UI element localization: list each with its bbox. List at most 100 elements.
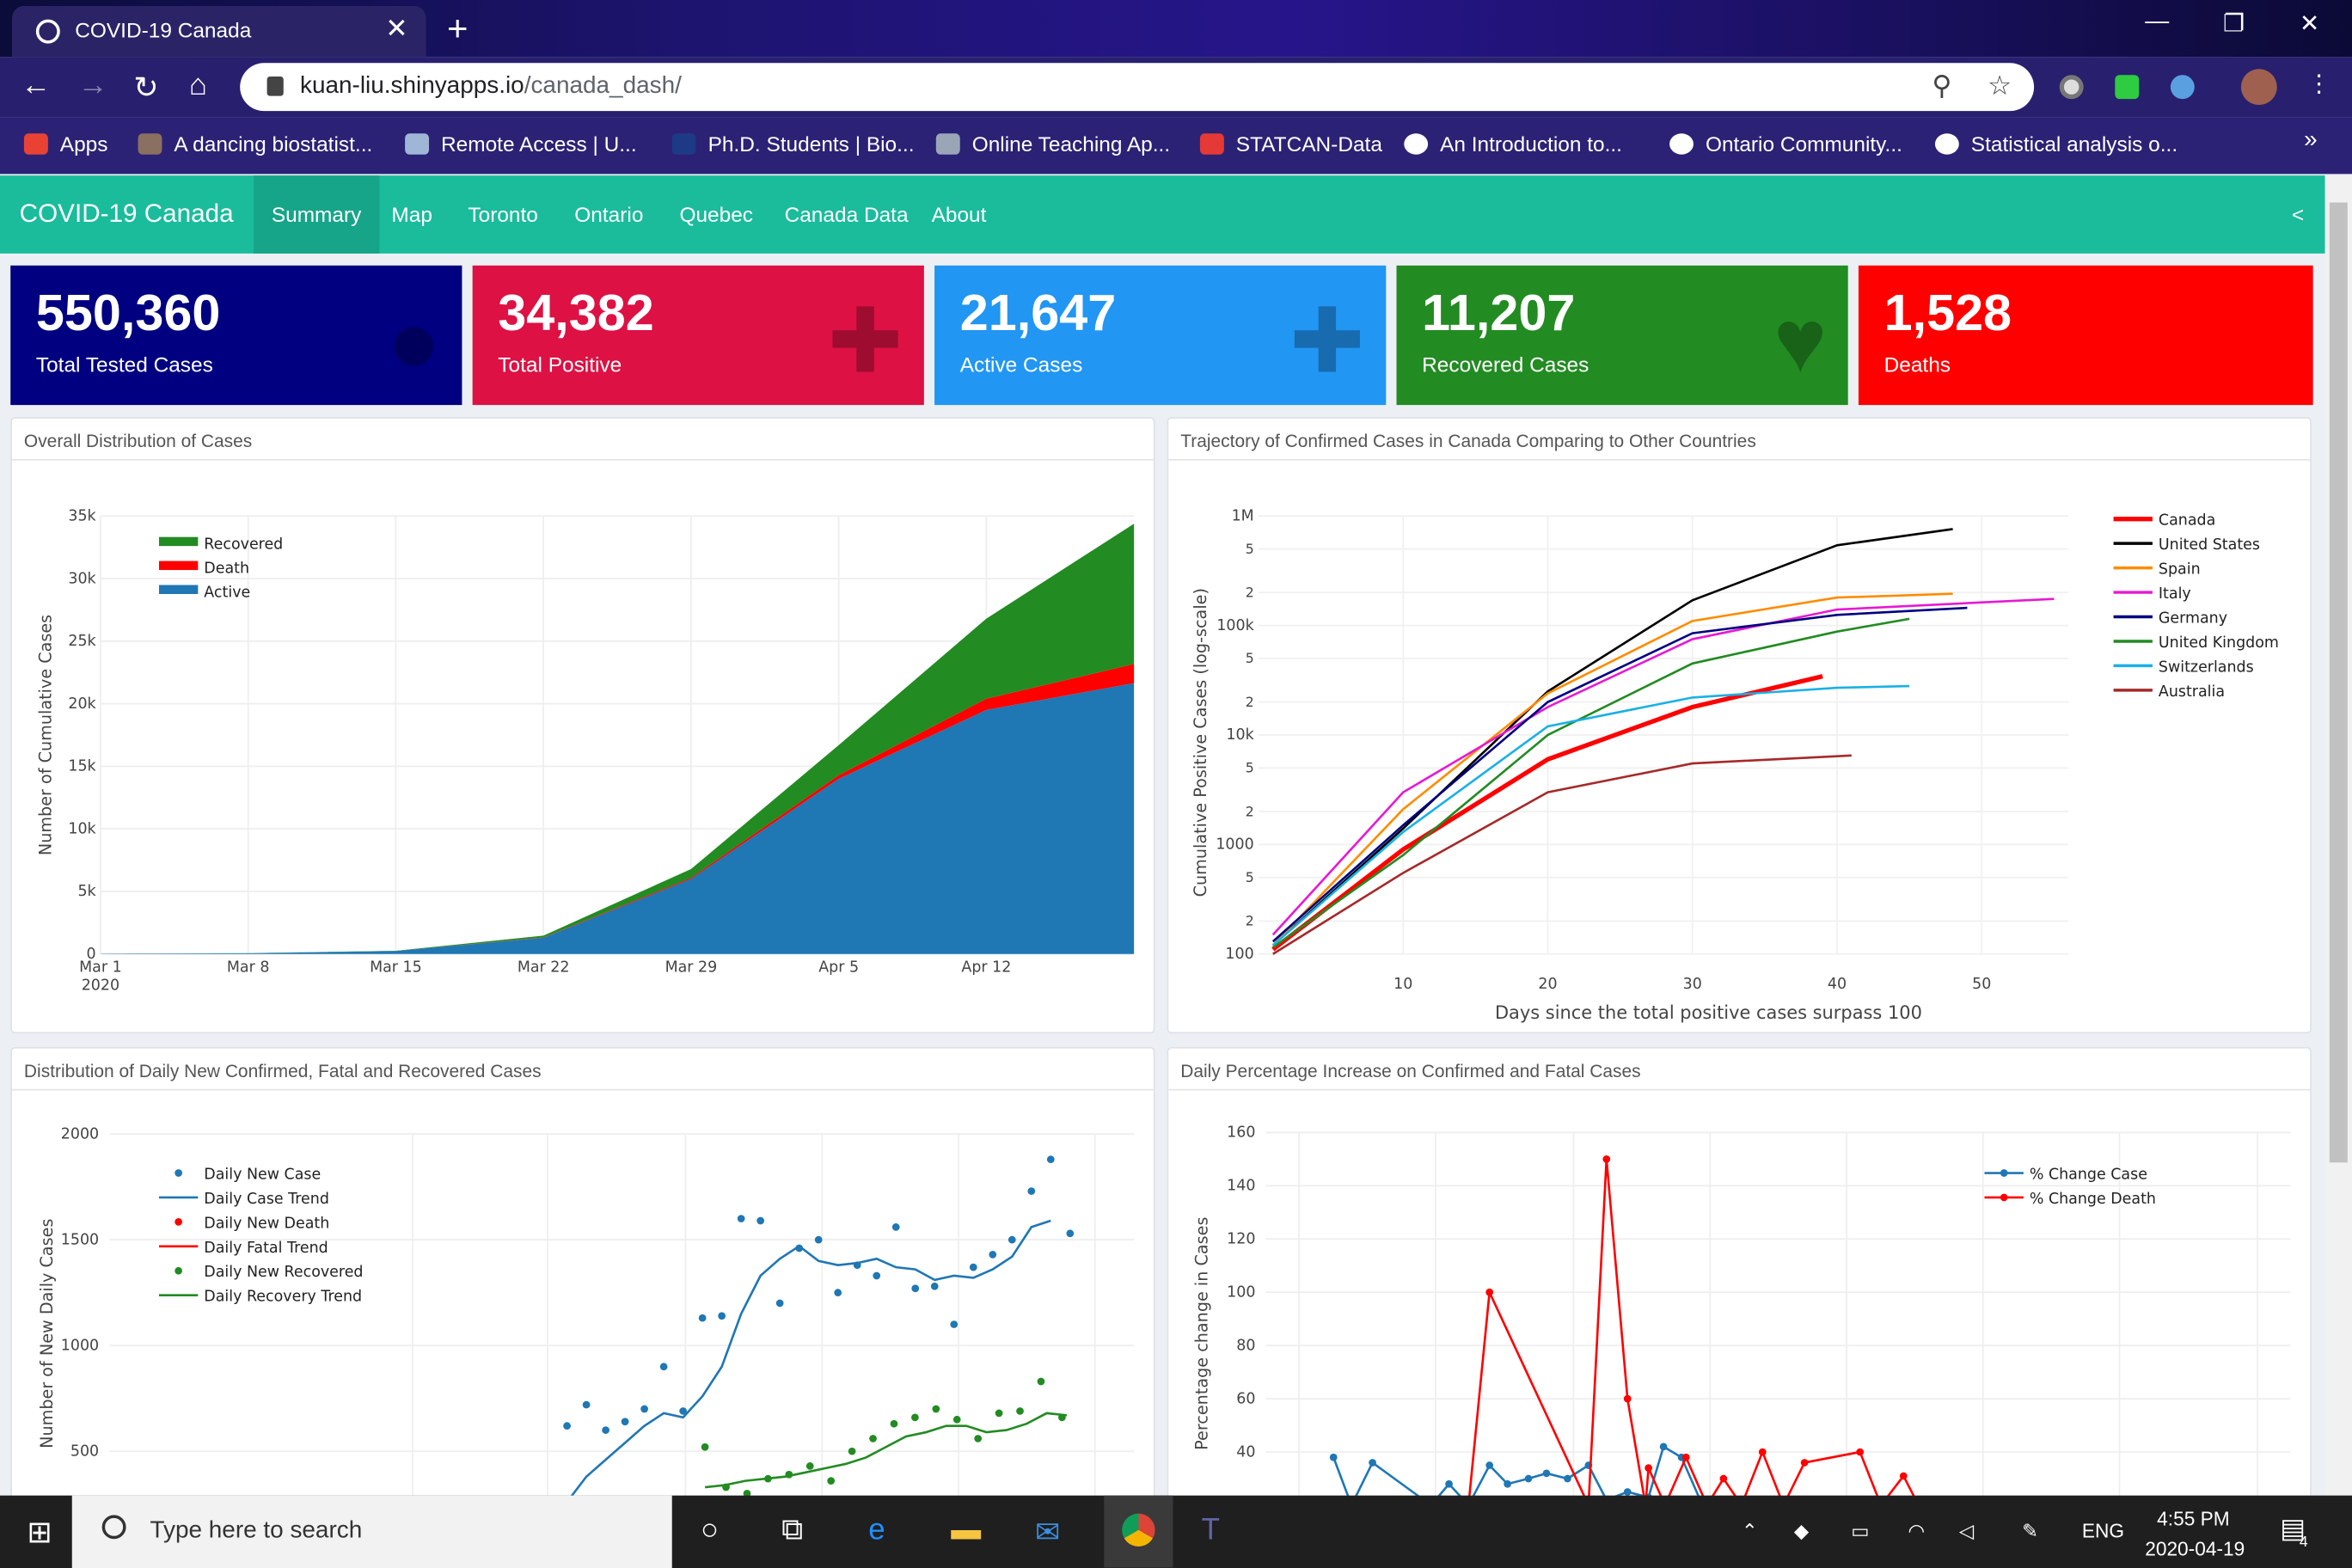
chrome-icon-active[interactable] xyxy=(1104,1495,1173,1568)
wifi-icon[interactable]: ◠ xyxy=(1908,1519,1926,1542)
legend-label: Germany xyxy=(2159,609,2227,627)
panel-daily-percentage: Daily Percentage Increase on Confirmed a… xyxy=(1167,1046,2312,1528)
valuebox-label: Recovered Cases xyxy=(1422,352,1589,377)
globe-icon xyxy=(35,19,60,44)
nav-canada-data[interactable]: Canada Data xyxy=(784,202,909,227)
series-line xyxy=(1272,754,1852,955)
x-tick-label: 2020 xyxy=(82,977,119,995)
dropbox-icon[interactable]: ◆ xyxy=(1793,1519,1810,1542)
legend-swatch xyxy=(158,536,199,547)
forward-button[interactable]: → xyxy=(77,69,108,102)
home-button[interactable]: ⌂ xyxy=(188,69,207,102)
taskbar-search[interactable]: Type here to search xyxy=(71,1495,672,1568)
bookmark-apps[interactable]: Apps xyxy=(23,132,108,156)
clock-date[interactable]: 2020-04-19 xyxy=(2145,1537,2245,1560)
legend-label: Active xyxy=(204,584,250,601)
data-point xyxy=(563,1422,571,1430)
data-point xyxy=(1016,1407,1024,1415)
data-point xyxy=(974,1435,983,1442)
nav-toronto[interactable]: Toronto xyxy=(468,202,538,227)
data-point xyxy=(995,1409,1003,1418)
extension-icon[interactable] xyxy=(2059,75,2084,100)
teams-icon[interactable]: T xyxy=(1201,1513,1220,1547)
ambulance-icon: ✚ xyxy=(1289,291,1365,392)
volume-icon[interactable]: ◁ xyxy=(1958,1519,1975,1542)
task-view-icon[interactable]: ⧉ xyxy=(781,1513,804,1547)
tray-chevron-icon[interactable]: ⌃ xyxy=(1741,1519,1758,1542)
legend-label: Spain xyxy=(2159,561,2201,579)
bookmark-item[interactable]: Statistical analysis o... xyxy=(1934,132,2177,156)
series-line xyxy=(1271,592,1953,946)
nav-about[interactable]: About xyxy=(931,202,987,227)
y-tick-label: 80 xyxy=(1236,1337,1255,1354)
legend-marker xyxy=(2000,1169,2008,1177)
menu-icon[interactable]: ⋮ xyxy=(2306,71,2331,98)
mail-icon[interactable]: ✉ xyxy=(1034,1516,1061,1550)
language-indicator[interactable]: ENG xyxy=(2081,1519,2125,1542)
minimize-button[interactable]: — xyxy=(2145,9,2170,35)
cortana-icon[interactable]: ○ xyxy=(700,1513,719,1547)
bookmark-item[interactable]: An Introduction to... xyxy=(1404,132,1622,156)
bookmark-item[interactable]: Online Teaching Ap... xyxy=(935,132,1170,156)
clock-time[interactable]: 4:55 PM xyxy=(2157,1507,2230,1530)
legend-label: Daily New Death xyxy=(204,1215,329,1232)
close-window-button[interactable]: ✕ xyxy=(2299,11,2320,38)
y-tick-label: 5 xyxy=(1246,650,1254,666)
percentage-change-chart[interactable]: 40 60 80 100 120 140 160 Percentage change in C… xyxy=(1168,1049,2312,1499)
data-point xyxy=(1058,1413,1066,1422)
data-point xyxy=(1027,1187,1036,1195)
nav-map[interactable]: Map xyxy=(391,202,432,227)
trajectory-line-chart[interactable]: 100 2 5 1000 2 5 10k 2 5 100k 2 5 1M 10 20 30 40 50 Days s… xyxy=(1168,419,2312,1035)
browser-tab[interactable]: COVID-19 Canada ✕ xyxy=(11,5,426,58)
pen-icon[interactable]: ✎ xyxy=(2022,1519,2039,1542)
back-button[interactable]: ← xyxy=(21,69,52,102)
bookmark-star-icon[interactable]: ☆ xyxy=(1987,70,2012,101)
zoom-icon[interactable]: ⚲ xyxy=(1932,70,1952,101)
data-point xyxy=(814,1235,823,1244)
apps-grid-icon xyxy=(23,133,48,155)
y-tick-label: 0 xyxy=(87,946,96,963)
nav-ontario[interactable]: Ontario xyxy=(574,202,644,227)
edge-icon[interactable]: e xyxy=(868,1513,885,1547)
nav-quebec[interactable]: Quebec xyxy=(679,202,754,227)
app-brand[interactable]: COVID-19 Canada xyxy=(19,199,234,229)
bookmark-item[interactable]: Ph.D. Students | Bio... xyxy=(671,132,914,156)
share-icon[interactable]: < xyxy=(2291,202,2305,227)
maximize-button[interactable]: ❐ xyxy=(2222,11,2245,38)
more-bookmarks-icon[interactable]: » xyxy=(2304,127,2318,153)
bookmark-item[interactable]: A dancing biostatist... xyxy=(138,132,372,156)
notification-icon[interactable]: ▤ xyxy=(2280,1513,2306,1544)
windows-start-icon[interactable]: ⊞ xyxy=(27,1516,52,1550)
bookmark-item[interactable]: Ontario Community... xyxy=(1669,132,1902,156)
extension-lock-icon[interactable] xyxy=(2115,75,2140,100)
extension-icon[interactable] xyxy=(2170,75,2195,100)
reload-button[interactable]: ↻ xyxy=(133,71,159,106)
close-tab-icon[interactable]: ✕ xyxy=(385,13,408,44)
data-point xyxy=(1485,1461,1494,1469)
page-scrollbar[interactable] xyxy=(2324,175,2352,1496)
nav-summary[interactable]: Summary xyxy=(253,175,380,254)
search-icon xyxy=(101,1515,126,1540)
legend-label: Daily Recovery Trend xyxy=(204,1289,362,1306)
panel-overall-distribution: Overall Distribution of Cases 0 5k 10k 15k 2… xyxy=(10,417,1156,1035)
legend-label: Daily Fatal Trend xyxy=(204,1240,328,1257)
bookmark-item[interactable]: STATCAN-Data xyxy=(1199,132,1382,156)
notification-count: 4 xyxy=(2299,1534,2308,1552)
new-tab-button[interactable]: + xyxy=(446,9,469,50)
data-point xyxy=(1542,1469,1551,1478)
data-point xyxy=(1602,1155,1611,1163)
series-line xyxy=(568,1219,1051,1499)
daily-new-chart[interactable]: 500 1000 1500 2000 Number of New Daily Cases… xyxy=(12,1049,1156,1499)
profile-avatar[interactable] xyxy=(2240,69,2277,106)
data-point xyxy=(911,1284,920,1293)
x-tick-label: 40 xyxy=(1828,976,1847,993)
file-explorer-icon[interactable]: ▬ xyxy=(951,1513,982,1547)
address-bar[interactable]: kuan-liu.shinyapps.io/canada_dash/ ⚲ ☆ xyxy=(240,63,2035,112)
data-point xyxy=(890,1419,898,1428)
scrollbar-thumb[interactable] xyxy=(2329,202,2348,1163)
battery-icon[interactable]: ▭ xyxy=(1851,1519,1870,1542)
data-point xyxy=(1066,1229,1075,1238)
valuebox-label: Active Cases xyxy=(959,352,1083,377)
bookmark-item[interactable]: Remote Access | U... xyxy=(405,132,637,156)
